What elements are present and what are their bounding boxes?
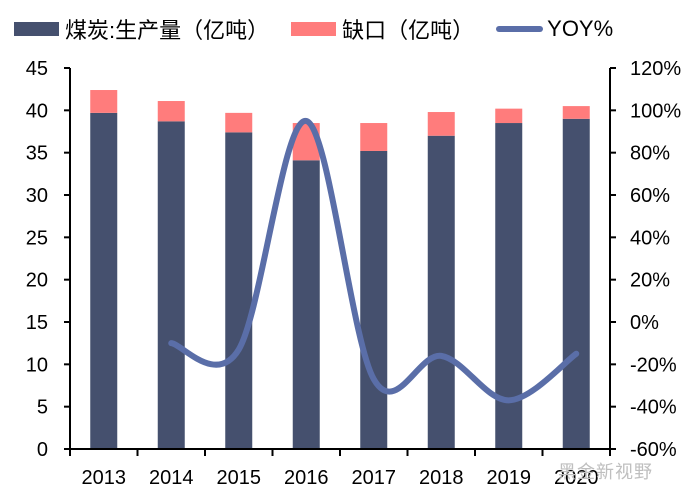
right-tick-label: 120% xyxy=(630,58,681,80)
axes: 0 5 10 15 20 25 30 35 40 45 -60% -40% -20% 0% 20% 40% 60… xyxy=(26,58,682,489)
x-tick-label: 2013 xyxy=(82,467,127,489)
left-tick-label: 0 xyxy=(37,439,48,461)
bar-gap xyxy=(90,90,118,113)
legend-yoy-label: YOY% xyxy=(547,16,614,41)
left-tick-label: 20 xyxy=(26,270,48,292)
right-tick-label: 40% xyxy=(630,227,670,249)
chart-legend: 煤炭:生产量（亿吨） 缺口（亿吨） YOY% xyxy=(14,12,613,46)
bar-production xyxy=(427,135,455,449)
bar-gap xyxy=(360,123,388,151)
left-tick-label: 45 xyxy=(26,58,48,80)
left-tick-label: 15 xyxy=(26,312,48,334)
legend-item-yoy: YOY% xyxy=(496,16,613,42)
watermark: 黑金新视野 xyxy=(558,462,653,482)
right-tick-label: 100% xyxy=(630,100,681,122)
bar-production xyxy=(292,160,320,449)
right-tick-label: -40% xyxy=(630,397,677,419)
left-tick-label: 35 xyxy=(26,143,48,165)
bar-production xyxy=(360,150,388,449)
legend-gap-label: 缺口（亿吨） xyxy=(342,18,475,43)
x-tick-label: 2014 xyxy=(149,467,194,489)
bar-gap xyxy=(225,112,253,133)
yoy-line-swatch-icon xyxy=(496,26,544,32)
x-tick-label: 2015 xyxy=(217,467,262,489)
left-tick-label: 10 xyxy=(26,354,48,376)
bar-gap xyxy=(427,112,455,136)
left-tick-label: 5 xyxy=(37,397,48,419)
bar-gap xyxy=(157,101,185,122)
x-tick-label: 2019 xyxy=(487,467,532,489)
right-tick-label: 80% xyxy=(630,143,670,165)
right-tick-label: -20% xyxy=(630,354,677,376)
x-tick-label: 2017 xyxy=(352,467,397,489)
bar-series xyxy=(90,90,590,450)
x-tick-label: 2018 xyxy=(419,467,464,489)
left-tick-label: 30 xyxy=(26,185,48,207)
bar-production xyxy=(157,121,185,449)
right-tick-label: 0% xyxy=(630,312,659,334)
legend-production-label: 煤炭:生产量（亿吨） xyxy=(65,18,270,43)
yoy-line xyxy=(168,117,580,404)
left-tick-label: 25 xyxy=(26,227,48,249)
right-tick-label: -60% xyxy=(630,439,677,461)
gap-swatch-icon xyxy=(291,22,337,36)
legend-item-production: 煤炭:生产量（亿吨） xyxy=(14,13,269,45)
bar-production xyxy=(495,123,523,450)
bar-gap xyxy=(495,108,523,124)
x-tick-label: 2016 xyxy=(284,467,329,489)
left-tick-label: 40 xyxy=(26,100,48,122)
right-tick-label: 20% xyxy=(630,270,670,292)
production-swatch-icon xyxy=(14,22,59,36)
bar-production xyxy=(225,132,253,449)
yoy-line-series xyxy=(168,117,580,404)
bar-production xyxy=(562,118,590,450)
bar-production xyxy=(90,112,118,449)
right-tick-label: 60% xyxy=(630,185,670,207)
legend-item-gap: 缺口（亿吨） xyxy=(291,13,474,45)
x-tick-label: 2020 xyxy=(554,467,599,489)
bar-gap xyxy=(562,106,590,119)
